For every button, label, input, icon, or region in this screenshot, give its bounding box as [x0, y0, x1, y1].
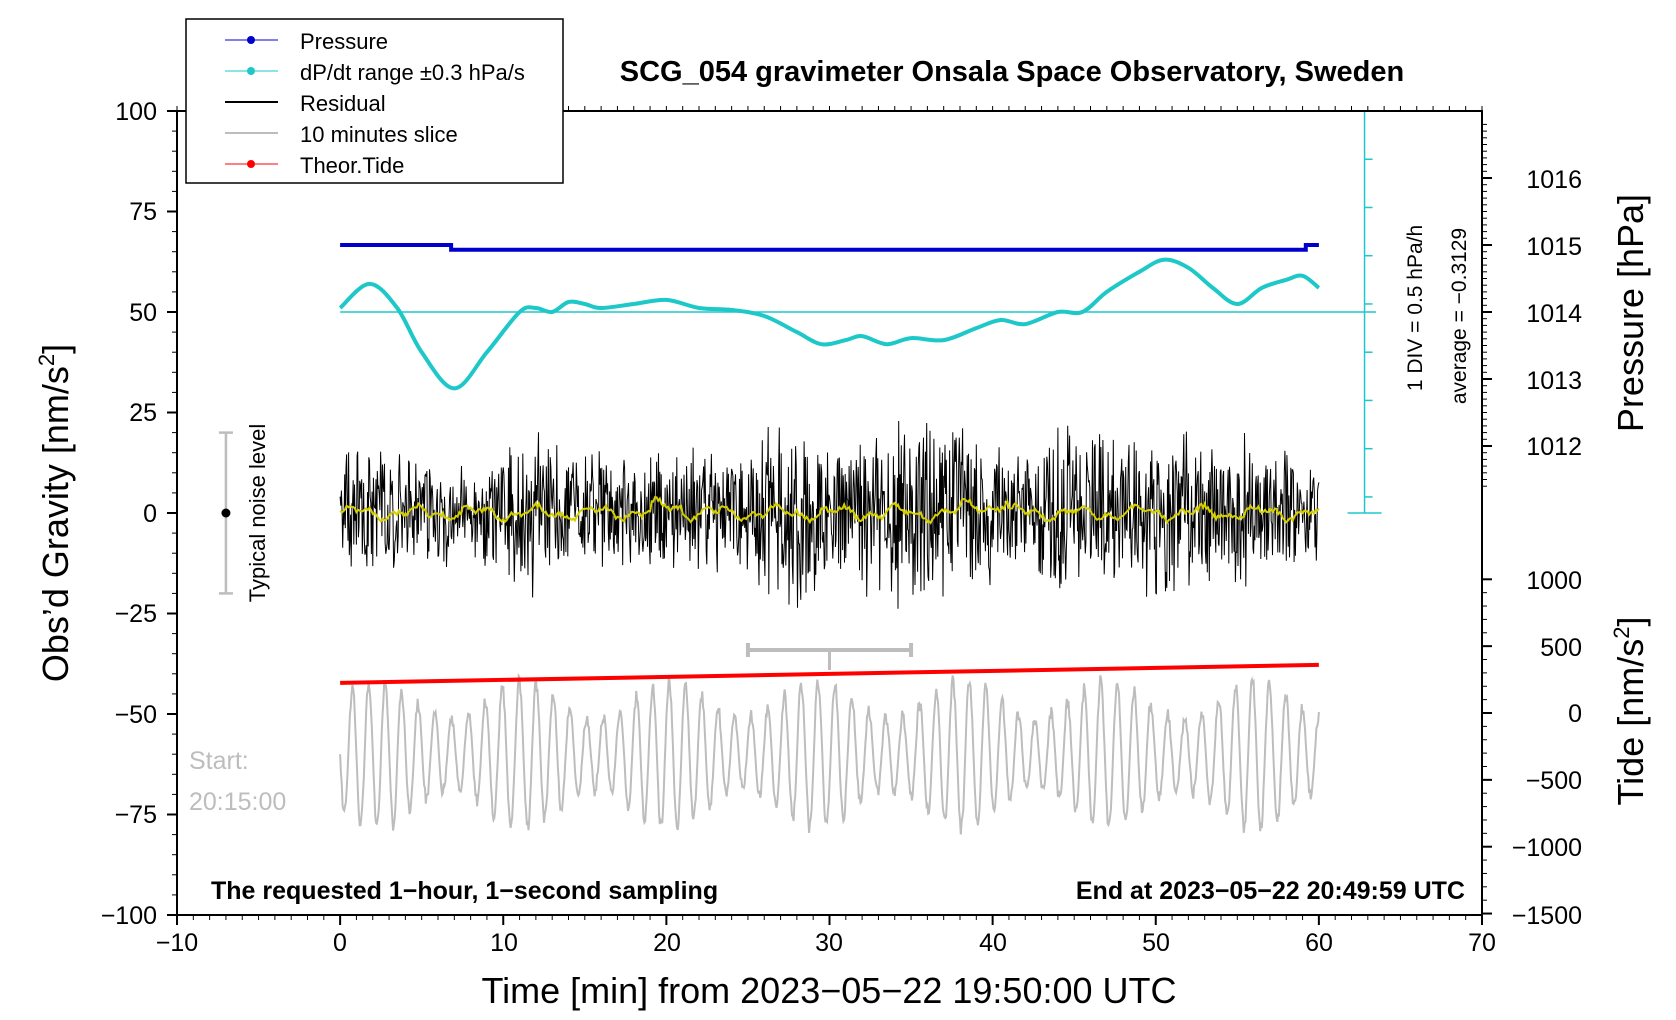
chart-title: SCG_054 gravimeter Onsala Space Observat… [620, 56, 1404, 88]
pressure-series [340, 243, 1319, 252]
ten-minute-slice-series [339, 643, 1320, 835]
start-time-label: 20:15:00 [189, 788, 286, 816]
tide-tick-label: 0 [1568, 700, 1582, 728]
x-tick-label: 0 [333, 929, 347, 957]
x-tick-label: 10 [490, 929, 518, 957]
y-axis-label-left-end: ] [35, 344, 76, 354]
x-tick-label: 20 [653, 929, 681, 957]
noise-level-label: Typical noise level [245, 424, 270, 603]
legend-label: Residual [300, 91, 386, 116]
tide-axis-label-main: Tide [nm/s [1610, 639, 1651, 806]
legend-dot-pressure [247, 36, 255, 44]
pressure-line [340, 243, 1319, 252]
tide-tick-label: 1000 [1526, 567, 1582, 595]
y-tick-label: 0 [143, 500, 157, 528]
y-tick-label: 50 [129, 299, 157, 327]
x-tick-label: 30 [815, 929, 843, 957]
residual-smooth-line [339, 496, 1320, 525]
pressure-axis-label: Pressure [hPa] [1610, 194, 1651, 432]
pressure-tick-label: 1014 [1526, 300, 1582, 328]
average-label: average = −0.3129 [1448, 228, 1471, 404]
x-axis-label: Time [min] from 2023−05−22 19:50:00 UTC [481, 970, 1176, 1011]
legend-label: dP/dt range ±0.3 hPa/s [300, 60, 525, 85]
div-label: 1 DIV = 0.5 hPa/h [1404, 225, 1427, 391]
pressure-tick-label: 1016 [1526, 166, 1582, 194]
tide-axis-label-end: ] [1610, 617, 1651, 627]
legend-dot-tide [247, 160, 255, 168]
x-tick-label: 60 [1305, 929, 1333, 957]
plot-frame [176, 110, 1483, 916]
tide-tick-label: −500 [1526, 767, 1582, 795]
y-axis-label-left-sup: 2 [34, 354, 59, 366]
y-axis-label-left: Obs’d Gravity [nm/s2] [34, 344, 76, 682]
pressure-tick-label: 1012 [1526, 433, 1582, 461]
tide-tick-label: −1500 [1512, 902, 1582, 930]
dpdt-line [338, 257, 1321, 391]
tide-tick-label: 500 [1540, 634, 1582, 662]
y-tick-label: −75 [115, 801, 157, 829]
y-tick-label: 25 [129, 399, 157, 427]
y-tick-label: −50 [115, 701, 157, 729]
tide-line [340, 662, 1319, 685]
tide-axis-label: Tide [nm/s2] [1609, 617, 1651, 806]
x-tick-label: 70 [1468, 929, 1496, 957]
residual-smooth-series [339, 496, 1320, 525]
tide-tick-label: −1000 [1512, 834, 1582, 862]
y-tick-label: 75 [129, 198, 157, 226]
legend-label: Theor.Tide [300, 153, 404, 178]
legend-dot-dpdt [247, 67, 255, 75]
x-tick-label: 40 [979, 929, 1007, 957]
dpdt-series [338, 110, 1382, 514]
y-axis-label-left-main: Obs’d Gravity [nm/s [35, 366, 76, 682]
residual-line [339, 420, 1320, 609]
x-tick-label: −10 [156, 929, 198, 957]
y-tick-label: −100 [101, 902, 157, 930]
tide-axis-label-sup: 2 [1609, 627, 1634, 639]
legend-label: Pressure [300, 29, 388, 54]
residual-series [339, 420, 1320, 609]
sampling-annotation: The requested 1−hour, 1−second sampling [211, 877, 718, 905]
theoretical-tide-series [340, 662, 1319, 685]
end-time-annotation: End at 2023−05−22 20:49:59 UTC [1076, 877, 1465, 905]
slice-line [339, 672, 1320, 835]
y-tick-label: −25 [115, 600, 157, 628]
y-tick-label: 100 [115, 98, 157, 126]
noise-level-center-dot [221, 508, 231, 518]
pressure-tick-label: 1015 [1526, 233, 1582, 261]
chart-decorations [218, 431, 233, 595]
legend-label: 10 minutes slice [300, 122, 458, 147]
legend: Pressure dP/dt range ±0.3 hPa/s Residual… [185, 18, 564, 184]
start-label: Start: [189, 747, 249, 775]
x-tick-label: 50 [1142, 929, 1170, 957]
pressure-tick-label: 1013 [1526, 367, 1582, 395]
